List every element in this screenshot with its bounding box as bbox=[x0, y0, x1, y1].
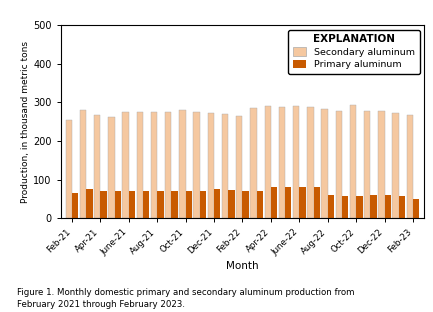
Bar bbox=[271, 187, 277, 218]
Bar bbox=[108, 117, 115, 218]
Y-axis label: Production, in thousand metric tons: Production, in thousand metric tons bbox=[21, 41, 30, 203]
Bar bbox=[80, 110, 86, 218]
Bar bbox=[385, 195, 391, 218]
Bar bbox=[407, 115, 413, 218]
Bar bbox=[299, 188, 306, 218]
Bar bbox=[137, 112, 143, 218]
Bar bbox=[123, 112, 129, 218]
Bar bbox=[321, 109, 328, 218]
Bar bbox=[364, 111, 370, 218]
Bar bbox=[279, 107, 285, 218]
Bar bbox=[179, 110, 186, 218]
Bar bbox=[378, 111, 385, 218]
Bar bbox=[370, 195, 377, 218]
Bar bbox=[250, 108, 257, 218]
Bar bbox=[399, 196, 405, 218]
Bar bbox=[72, 193, 78, 218]
Bar bbox=[194, 112, 200, 218]
Bar bbox=[413, 199, 420, 218]
Bar bbox=[115, 191, 121, 218]
Bar bbox=[171, 191, 178, 218]
Bar bbox=[307, 107, 313, 218]
Bar bbox=[65, 120, 72, 218]
Bar bbox=[236, 116, 242, 218]
Bar bbox=[336, 111, 342, 218]
Bar bbox=[143, 191, 149, 218]
Bar bbox=[222, 114, 228, 218]
Bar bbox=[208, 113, 214, 218]
Bar bbox=[293, 106, 299, 218]
Bar bbox=[257, 191, 263, 218]
Legend: Secondary aluminum, Primary aluminum: Secondary aluminum, Primary aluminum bbox=[288, 30, 420, 74]
Text: Figure 1. Monthly domestic primary and secondary aluminum production from
Februa: Figure 1. Monthly domestic primary and s… bbox=[17, 288, 355, 309]
Bar bbox=[186, 191, 192, 218]
Bar bbox=[242, 191, 249, 218]
Bar bbox=[100, 191, 107, 218]
Bar bbox=[94, 115, 100, 218]
Bar bbox=[285, 187, 291, 218]
Bar bbox=[214, 189, 220, 218]
Bar bbox=[265, 106, 271, 218]
Bar bbox=[328, 195, 334, 218]
Bar bbox=[313, 187, 320, 218]
X-axis label: Month: Month bbox=[226, 261, 259, 271]
Bar bbox=[350, 105, 356, 218]
Bar bbox=[157, 191, 164, 218]
Bar bbox=[200, 191, 206, 218]
Bar bbox=[228, 190, 235, 218]
Bar bbox=[151, 112, 157, 218]
Bar bbox=[342, 196, 348, 218]
Bar bbox=[392, 113, 399, 218]
Bar bbox=[129, 191, 135, 218]
Bar bbox=[86, 189, 93, 218]
Bar bbox=[165, 112, 171, 218]
Bar bbox=[356, 196, 362, 218]
